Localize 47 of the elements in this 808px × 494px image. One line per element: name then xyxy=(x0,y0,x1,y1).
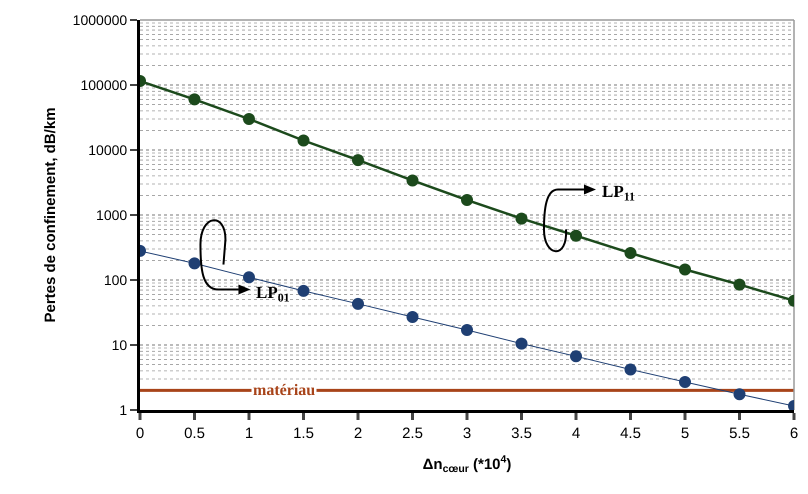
point xyxy=(188,257,200,270)
x-tick-label: 3 xyxy=(462,425,472,442)
point xyxy=(461,194,473,206)
point xyxy=(461,324,473,336)
x-tick-label: 4 xyxy=(572,425,580,442)
y-tick-label: 1000 xyxy=(96,206,128,223)
point xyxy=(734,388,746,400)
y-tick-label: 100 xyxy=(104,272,128,288)
y-tick-label: 1000000 xyxy=(72,12,128,28)
x-tick-label: 0 xyxy=(136,425,144,442)
point xyxy=(734,278,746,291)
point xyxy=(516,338,528,350)
x-axis-title: Δn$_{cœur}$ (*10$^{4}$) xyxy=(422,454,512,476)
point xyxy=(298,284,310,297)
point xyxy=(406,174,418,186)
point xyxy=(188,93,200,106)
x-tick-label: 4.5 xyxy=(620,425,641,442)
point xyxy=(624,363,636,376)
x-tick-label: 3.5 xyxy=(511,425,532,442)
point xyxy=(679,264,691,276)
text: LP$_{11}$ xyxy=(602,182,636,204)
y-tick-label: 10 xyxy=(112,336,128,353)
x-tick-label: 1 xyxy=(244,425,254,442)
point xyxy=(679,376,691,388)
x-tick-label: 5 xyxy=(680,425,690,442)
y-tick-label: 100000 xyxy=(80,76,128,93)
point xyxy=(570,230,582,242)
point xyxy=(352,298,364,310)
x-tick-label: 0.5 xyxy=(184,425,205,442)
point xyxy=(352,154,364,166)
x-tick-label: 5.5 xyxy=(729,425,750,442)
x-tick-label: 2.5 xyxy=(402,425,423,442)
point xyxy=(624,247,636,260)
point xyxy=(243,271,255,284)
y-axis-title: Pertes de confinement, dB/km xyxy=(42,107,59,323)
y-tick-label: 10000 xyxy=(88,142,128,158)
point xyxy=(406,310,418,323)
series-label: LP$_{01}$ xyxy=(256,283,290,305)
point xyxy=(516,212,528,225)
x-tick-label: 2 xyxy=(354,425,362,442)
point xyxy=(570,350,582,362)
y-tick-label: 1 xyxy=(119,402,128,418)
point xyxy=(298,134,310,146)
x-tick-label: 6 xyxy=(790,425,798,442)
ref-line-label: matériau xyxy=(253,382,316,399)
point xyxy=(243,112,255,125)
x-tick-label: 1.5 xyxy=(293,425,314,442)
